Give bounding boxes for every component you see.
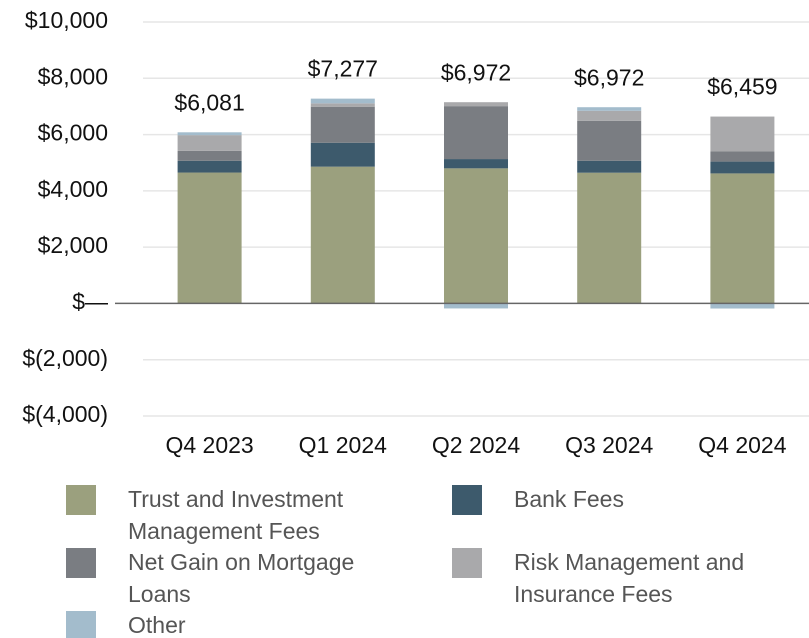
total-label: $6,972 bbox=[574, 64, 644, 90]
legend-item: Net Gain on Mortgage Loans bbox=[66, 548, 366, 610]
bar-segment bbox=[577, 120, 642, 161]
chart: $(4,000) $(2,000) $— $2,000 $4,000 $6,000 $8,0… bbox=[22, 7, 809, 458]
y-tick-label: $(2,000) bbox=[22, 345, 108, 371]
x-tick-label: Q4 2023 bbox=[165, 432, 253, 458]
bar-segment bbox=[177, 135, 242, 151]
bar-segment bbox=[310, 103, 375, 107]
bar-segment bbox=[310, 166, 375, 304]
bar-segment bbox=[710, 173, 775, 304]
bar-segment bbox=[310, 98, 375, 104]
y-tick-label: $6,000 bbox=[38, 120, 108, 146]
bar-segment bbox=[177, 172, 242, 304]
y-tick-label: $10,000 bbox=[25, 7, 108, 33]
bar-segment bbox=[444, 159, 508, 169]
y-tick-label: $2,000 bbox=[38, 232, 108, 258]
legend-swatch bbox=[452, 485, 482, 515]
legend-label: Bank Fees bbox=[514, 486, 624, 512]
bar-segment bbox=[577, 107, 642, 111]
y-tick-label: $— bbox=[72, 289, 108, 315]
legend-label: Risk Management and Insurance Fees bbox=[514, 549, 745, 607]
x-tick-label: Q2 2024 bbox=[432, 432, 520, 458]
legend-item: Bank Fees bbox=[452, 485, 789, 515]
bar-segment bbox=[177, 160, 242, 173]
x-tick-label: Q4 2024 bbox=[698, 432, 786, 458]
bar-segment bbox=[577, 110, 642, 121]
bar-segment bbox=[310, 106, 375, 143]
total-label: $6,972 bbox=[441, 59, 511, 85]
y-tick-label: $(4,000) bbox=[22, 401, 108, 427]
bar-segment bbox=[444, 303, 508, 309]
bar-segment bbox=[710, 161, 775, 174]
y-tick-label: $8,000 bbox=[38, 63, 108, 89]
legend-label: Trust and Investment Management Fees bbox=[128, 486, 344, 544]
y-tick-label: $4,000 bbox=[38, 176, 108, 202]
bar-segment bbox=[444, 106, 508, 160]
legend-item: Trust and Investment Management Fees bbox=[66, 485, 366, 547]
bar-segment bbox=[177, 132, 242, 136]
legend-item: Other bbox=[66, 611, 366, 638]
legend-swatch bbox=[66, 548, 96, 578]
bar-segment bbox=[177, 150, 242, 161]
legend-label: Net Gain on Mortgage Loans bbox=[128, 549, 355, 607]
bar-segment bbox=[577, 160, 642, 173]
x-tick-label: Q3 2024 bbox=[565, 432, 653, 458]
bar-segment bbox=[710, 303, 775, 309]
x-tick-label: Q1 2024 bbox=[299, 432, 387, 458]
total-label: $6,081 bbox=[174, 89, 244, 115]
total-label: $6,459 bbox=[707, 74, 777, 100]
bar-segment bbox=[310, 142, 375, 167]
legend-swatch bbox=[66, 485, 96, 515]
legend-swatch bbox=[66, 611, 96, 638]
bar-segment bbox=[577, 172, 642, 304]
bar-segment bbox=[444, 168, 508, 304]
bar-segment bbox=[444, 102, 508, 107]
bar-segment bbox=[710, 116, 775, 152]
legend-label: Other bbox=[128, 612, 186, 638]
total-label: $7,277 bbox=[308, 56, 378, 82]
legend-item: Risk Management and Insurance Fees bbox=[452, 548, 789, 610]
legend-swatch bbox=[452, 548, 482, 578]
bar-segment bbox=[710, 151, 775, 162]
